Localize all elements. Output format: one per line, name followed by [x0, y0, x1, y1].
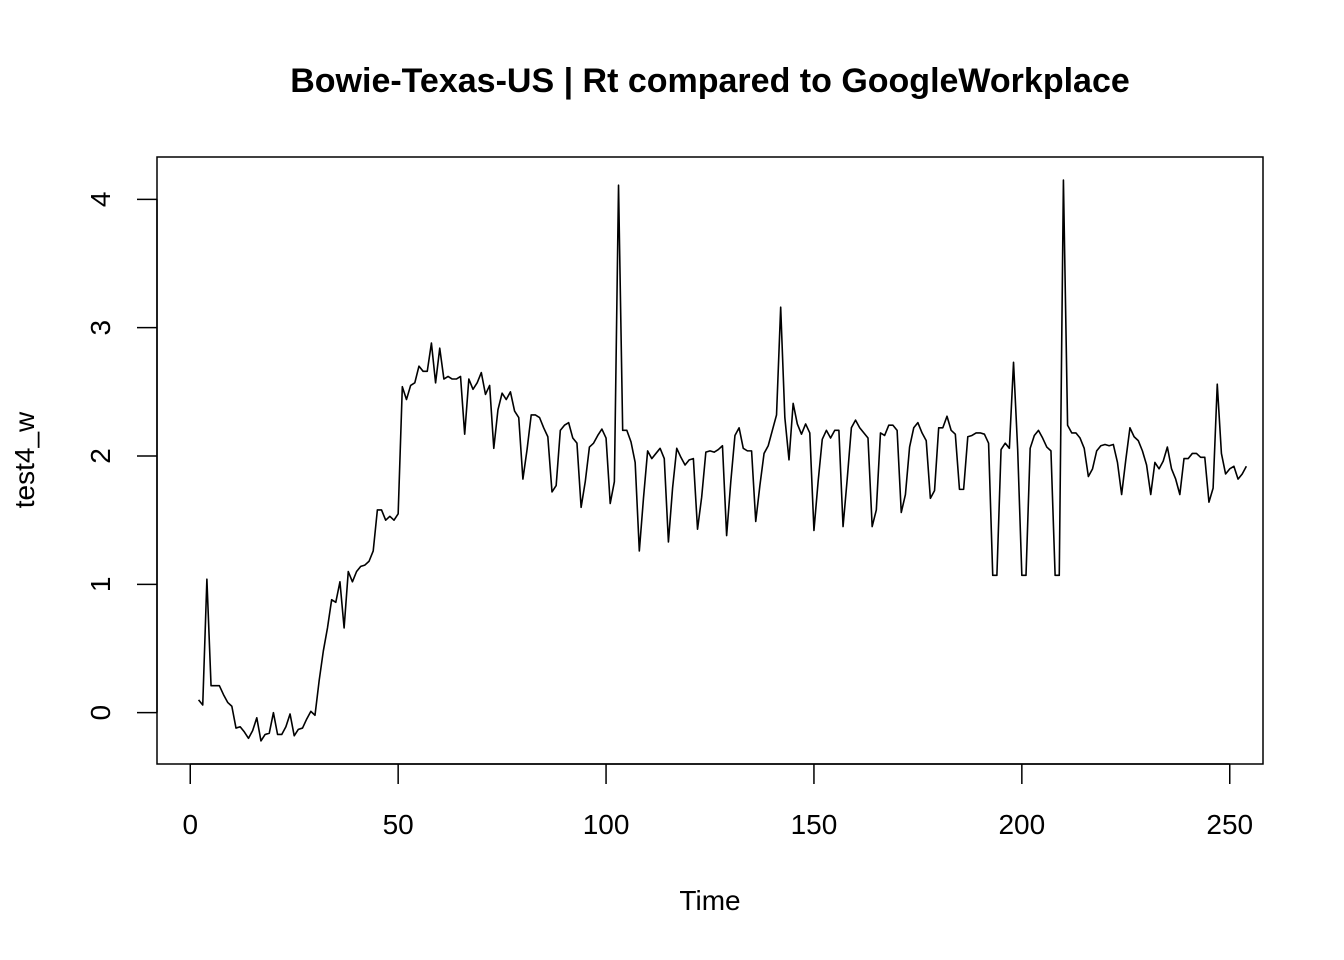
y-axis: 0 1 2 3 4 [85, 192, 158, 721]
x-axis: 0 50 100 150 200 250 [182, 763, 1253, 840]
x-tick-label: 250 [1206, 809, 1253, 840]
x-tick-label: 50 [383, 809, 414, 840]
y-tick-label: 0 [85, 705, 116, 721]
y-tick-label: 3 [85, 320, 116, 336]
x-tick-label: 0 [182, 809, 198, 840]
x-tick-label: 100 [583, 809, 630, 840]
x-tick-label: 150 [791, 809, 838, 840]
y-axis-label: test4_w [9, 411, 40, 508]
y-tick-label: 1 [85, 577, 116, 593]
x-tick-label: 200 [998, 809, 1045, 840]
y-tick-label: 4 [85, 192, 116, 208]
chart-title: Bowie-Texas-US | Rt compared to GoogleWo… [290, 62, 1130, 100]
x-axis-label: Time [679, 885, 740, 916]
series-line [197, 179, 1248, 742]
y-tick-label: 2 [85, 448, 116, 464]
